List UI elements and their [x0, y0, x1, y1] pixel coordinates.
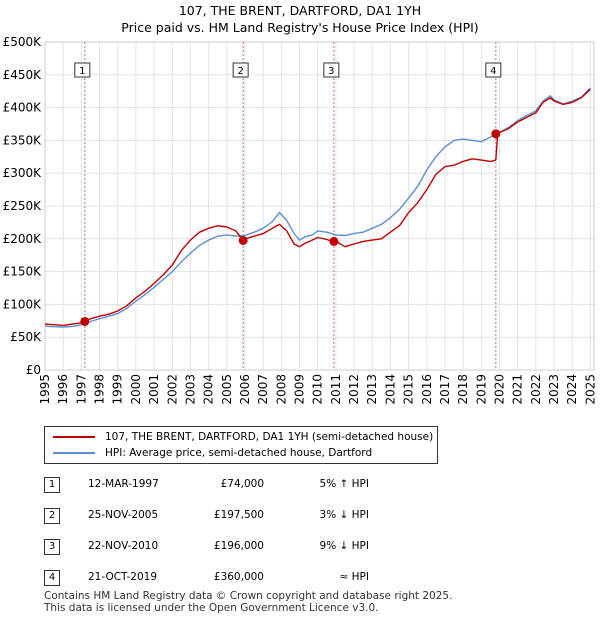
y-tick-label: £400K: [3, 101, 43, 115]
transaction-marker-label: 1: [79, 66, 85, 77]
transaction-hpi: ≈ HPI: [339, 571, 369, 583]
x-tick-label: 2020: [492, 374, 506, 405]
sale-point: [329, 236, 339, 246]
table-row: 2 25-NOV-2005 £197,500 3% ↓ HPI: [44, 505, 404, 525]
table-row: 4 21-OCT-2019 £360,000 ≈ HPI: [44, 567, 404, 587]
y-tick-label: £0: [26, 363, 41, 377]
transaction-marker-box: [232, 62, 249, 78]
transaction-price: £197,500: [213, 509, 264, 521]
transaction-date: 25-NOV-2005: [88, 509, 159, 521]
legend-price-label: 107, THE BRENT, DARTFORD, DA1 1YH (semi-…: [105, 431, 434, 443]
x-tick-label: 2022: [529, 374, 543, 405]
y-tick-label: £450K: [3, 68, 43, 82]
transaction-marker-box: [485, 62, 502, 78]
x-tick-label: 1996: [56, 374, 70, 405]
x-tick-label: 2012: [347, 374, 361, 405]
transaction-marker-label: 2: [237, 66, 243, 77]
x-tick-label: 2010: [311, 374, 325, 405]
x-tick-label: 2023: [547, 374, 561, 405]
sale-point: [491, 129, 501, 139]
chart-subtitle: Price paid vs. HM Land Registry's House …: [121, 20, 479, 35]
footer-license: This data is licensed under the Open Gov…: [44, 602, 379, 614]
x-tick-label: 2001: [147, 374, 161, 405]
sale-point: [238, 235, 248, 245]
x-tick-label: 2007: [256, 374, 270, 405]
x-tick-label: 2018: [456, 374, 470, 405]
x-tick-label: 2013: [365, 374, 379, 405]
table-row: 3 22-NOV-2010 £196,000 9% ↓ HPI: [44, 536, 404, 556]
price-line-swatch: [53, 436, 95, 438]
y-tick-label: £200K: [3, 232, 43, 246]
transaction-date: 22-NOV-2010: [88, 540, 159, 552]
transaction-number: 2: [44, 508, 60, 524]
x-tick-label: 2015: [402, 374, 416, 405]
footer-copyright: Contains HM Land Registry data © Crown c…: [44, 590, 453, 602]
x-tick-label: 2003: [183, 374, 197, 405]
x-tick-label: 2017: [438, 374, 452, 405]
x-tick-label: 2021: [511, 374, 525, 405]
transaction-marker-box: [74, 62, 91, 78]
y-tick-label: £350K: [3, 133, 43, 147]
transaction-number: 4: [44, 570, 60, 586]
x-tick-label: 2002: [165, 374, 179, 405]
x-tick-label: 2006: [238, 374, 252, 405]
x-tick-label: 2005: [220, 374, 234, 405]
x-tick-label: 2004: [202, 374, 216, 405]
y-tick-label: £500K: [3, 35, 43, 49]
transaction-price: £74,000: [220, 478, 264, 490]
transaction-marker-label: 4: [490, 66, 496, 77]
table-row: 1 12-MAR-1997 £74,000 5% ↑ HPI: [44, 474, 404, 494]
chart-title: 107, THE BRENT, DARTFORD, DA1 1YH: [178, 3, 422, 18]
x-tick-label: 2024: [565, 374, 579, 405]
x-tick-label: 2000: [129, 374, 143, 405]
transaction-price: £196,000: [213, 540, 264, 552]
transaction-date: 12-MAR-1997: [88, 478, 159, 490]
x-tick-label: 1998: [93, 374, 107, 405]
price-chart: £0 £50K £100K £150K £200K £250K £300K £350K £400…: [3, 35, 598, 405]
transaction-date: 21-OCT-2019: [88, 571, 157, 583]
x-tick-label: 2016: [420, 374, 434, 405]
legend: 107, THE BRENT, DARTFORD, DA1 1YH (semi-…: [44, 426, 438, 464]
x-tick-label: 2019: [474, 374, 488, 405]
y-tick-label: £50K: [10, 330, 42, 344]
x-tick-label: 2014: [383, 374, 397, 405]
x-tick-label: 1995: [38, 374, 52, 405]
y-tick-label: £300K: [3, 166, 43, 180]
y-tick-label: £250K: [3, 199, 43, 213]
transaction-hpi: 3% ↓ HPI: [319, 509, 369, 521]
x-tick-label: 2025: [583, 374, 597, 405]
x-tick-label: 1999: [111, 374, 125, 405]
transaction-number: 3: [44, 539, 60, 555]
y-tick-label: £100K: [3, 297, 43, 311]
transaction-marker-box: [323, 62, 340, 78]
plot-border: [44, 41, 595, 371]
x-tick-label: 1997: [74, 374, 88, 405]
legend-hpi-label: HPI: Average price, semi-detached house,…: [105, 447, 373, 459]
transaction-hpi: 5% ↑ HPI: [319, 478, 369, 490]
x-tick-label: 2008: [274, 374, 288, 405]
transaction-hpi: 9% ↓ HPI: [319, 540, 369, 552]
x-tick-label: 2011: [329, 374, 343, 405]
hpi-line-swatch: [53, 452, 95, 454]
sale-point: [80, 316, 90, 326]
y-tick-label: £150K: [3, 265, 43, 279]
transaction-marker-label: 3: [328, 66, 334, 77]
transaction-price: £360,000: [213, 571, 264, 583]
x-tick-label: 2009: [293, 374, 307, 405]
transaction-number: 1: [44, 477, 60, 493]
